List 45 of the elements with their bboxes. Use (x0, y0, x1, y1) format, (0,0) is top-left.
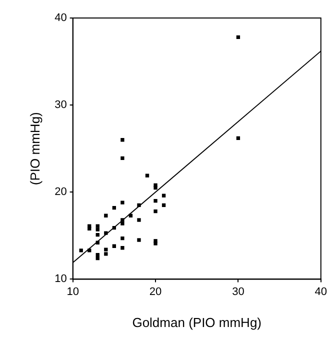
point (120, 200, 124, 204)
point (137, 238, 141, 242)
point (162, 194, 166, 198)
y-tick-label: 10 (54, 273, 67, 286)
x-tick-label: 30 (232, 286, 244, 298)
point (120, 138, 124, 142)
point (137, 203, 141, 208)
point (96, 228, 100, 232)
point (162, 203, 166, 208)
point (137, 218, 141, 222)
point (88, 248, 92, 252)
point (120, 246, 124, 250)
point (120, 222, 124, 226)
y-tick-label: 30 (54, 99, 67, 112)
x-axis-title: Goldman (PIO mmHg) (132, 314, 262, 330)
point (104, 252, 108, 256)
point (104, 231, 108, 235)
x-tick-label: 20 (149, 286, 162, 298)
point (236, 136, 240, 140)
point (96, 252, 100, 257)
point (88, 226, 92, 231)
point (104, 248, 108, 252)
point (154, 199, 158, 203)
x-tick-label: 40 (314, 286, 328, 298)
point (120, 218, 124, 222)
point (104, 214, 108, 218)
point (120, 156, 124, 160)
point (112, 226, 116, 230)
point (112, 206, 116, 210)
point (128, 214, 133, 218)
point (154, 186, 158, 190)
point (154, 242, 158, 246)
point (96, 240, 100, 244)
y-tick-label: 40 (54, 12, 67, 24)
point (154, 209, 158, 214)
point (120, 236, 124, 240)
point (145, 174, 150, 178)
point (112, 244, 116, 248)
point (96, 256, 100, 260)
point (96, 232, 100, 237)
point (79, 248, 83, 252)
point (236, 35, 240, 39)
y-axis-title: (PIO mmHg) (27, 112, 42, 186)
x-tick-label: 10 (66, 286, 79, 298)
y-tick-label: 20 (54, 186, 67, 198)
